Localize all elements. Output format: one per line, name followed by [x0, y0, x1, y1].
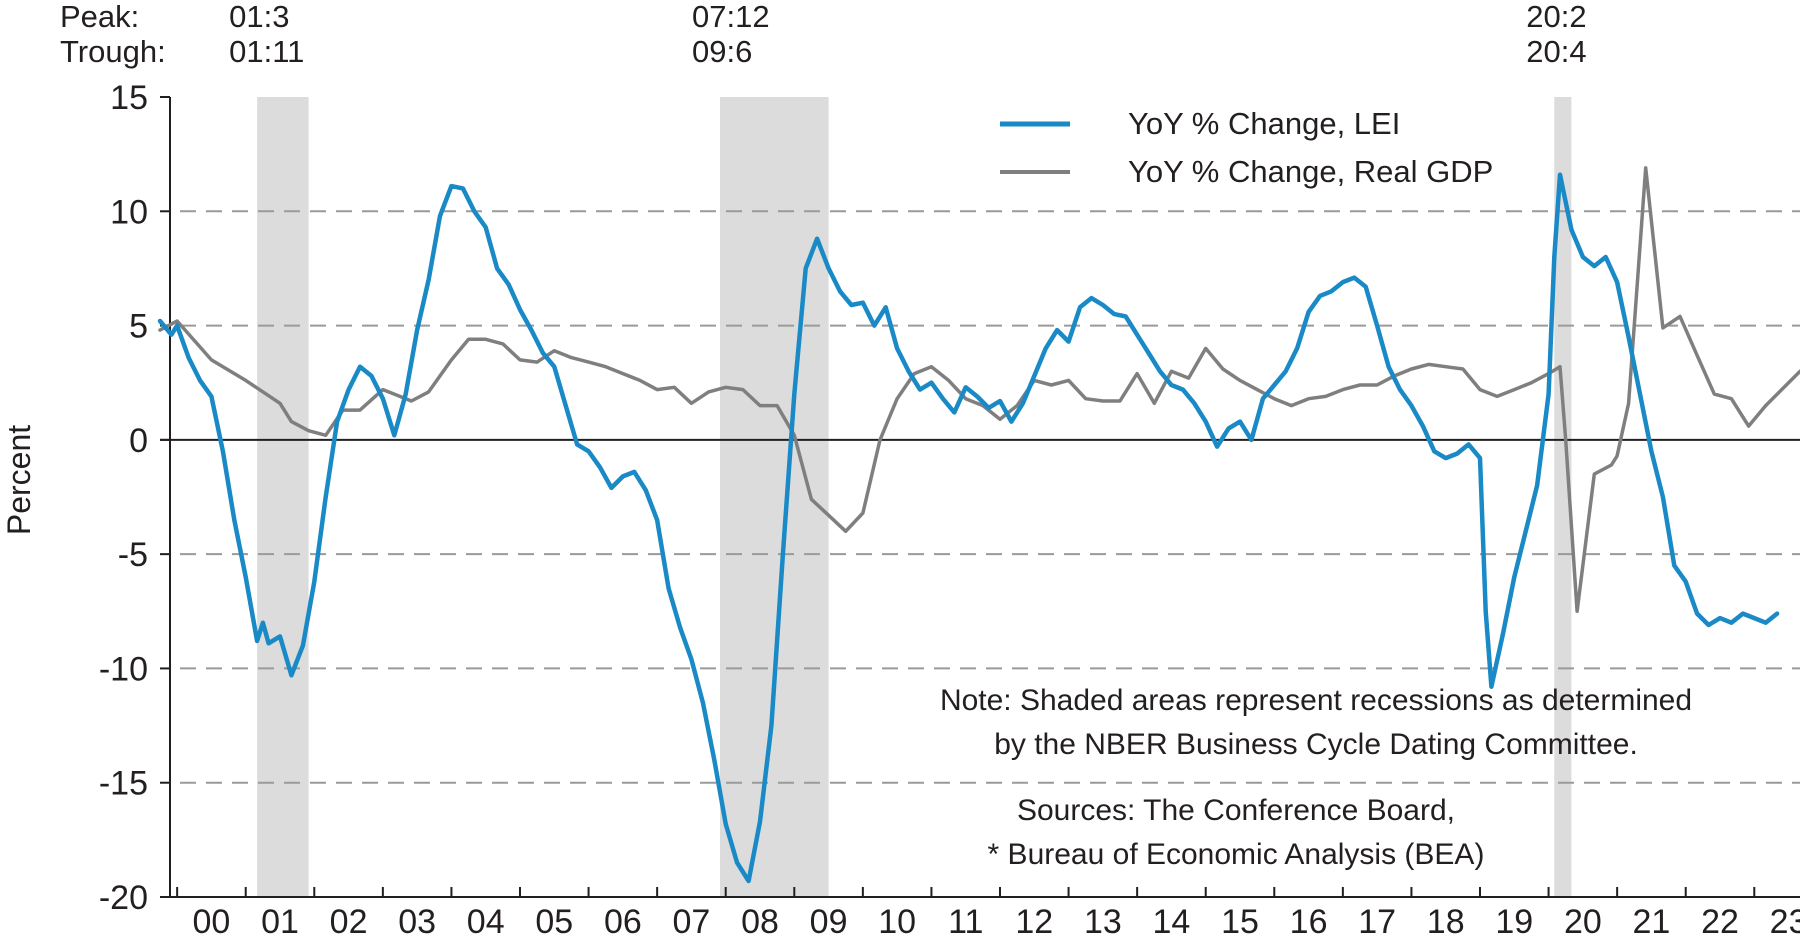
x-tick-label: 20	[1564, 903, 1602, 941]
x-tick-label: 19	[1495, 903, 1533, 941]
x-tick-label: 01	[261, 903, 299, 941]
legend: YoY % Change, LEI YoY % Change, Real GDP	[1000, 106, 1493, 189]
recession-trough-date: 01:11	[229, 34, 304, 69]
x-tick-label: 08	[741, 903, 779, 941]
legend-label-lei: YoY % Change, LEI	[1128, 106, 1400, 141]
recession-peak-date: 01:3	[229, 0, 289, 34]
x-tick-label: 11	[948, 903, 983, 941]
y-axis-label: Percent	[1, 425, 37, 535]
header-peak-label: Peak:	[60, 0, 139, 34]
y-tick-label: -15	[99, 765, 148, 803]
note-line-1: Note: Shaded areas represent recessions …	[940, 684, 1692, 717]
x-tick-label: 04	[467, 903, 505, 941]
x-tick-label: 15	[1221, 903, 1259, 941]
x-tick-label: 02	[330, 903, 368, 941]
series-line-lei	[157, 172, 1780, 884]
x-tick-label: 13	[1084, 903, 1122, 941]
x-tick-label: 06	[604, 903, 642, 941]
x-tick-label: 05	[535, 903, 573, 941]
y-tick-label: -5	[118, 536, 148, 574]
recession-band	[1554, 97, 1572, 897]
x-tick-label: 07	[673, 903, 711, 941]
x-tick-label: 03	[398, 903, 436, 941]
x-tick-label: 00	[193, 903, 231, 941]
gridlines	[160, 210, 1800, 784]
source-line-2: * Bureau of Economic Analysis (BEA)	[988, 838, 1485, 871]
recession-trough-date: 09:6	[692, 34, 752, 69]
x-tick-label: 22	[1701, 903, 1739, 941]
x-tick-label: 18	[1427, 903, 1465, 941]
header-trough-label: Trough:	[60, 34, 166, 69]
note: Note: Shaded areas represent recessions …	[940, 684, 1692, 871]
x-tick-label: 16	[1290, 903, 1328, 941]
x-tick-label: 17	[1358, 903, 1396, 941]
recession-trough-date: 20:4	[1526, 34, 1586, 69]
axes: 15 10 5 0 -5 -10 -15 -20 00 01 02 03 04 05 06 07 08 09 10 1…	[99, 79, 1800, 941]
legend-label-gdp: YoY % Change, Real GDP	[1128, 154, 1493, 189]
x-tick-label: 09	[810, 903, 848, 941]
x-tick-label: 23	[1770, 903, 1800, 941]
y-tick-label: 0	[129, 422, 148, 460]
y-tick-label: 5	[129, 308, 148, 346]
source-line-1: Sources: The Conference Board,	[1017, 794, 1455, 827]
recession-peak-date: 20:2	[1526, 0, 1586, 34]
recession-shading	[257, 97, 1572, 897]
y-tick-label: 15	[110, 79, 148, 117]
series-lines	[157, 166, 1800, 884]
y-tick-label: -10	[99, 650, 148, 688]
x-tick-label: 12	[1015, 903, 1053, 941]
note-line-2: by the NBER Business Cycle Dating Commit…	[994, 728, 1638, 761]
recession-peak-date: 07:12	[692, 0, 770, 34]
x-tick-label: 10	[878, 903, 916, 941]
y-tick-label: -20	[99, 879, 148, 917]
recession-band	[257, 97, 309, 897]
x-tick-label: 14	[1153, 903, 1191, 941]
y-tick-label: 10	[110, 193, 148, 231]
series-line-gdp	[158, 166, 1800, 614]
x-tick-label: 21	[1633, 903, 1671, 941]
